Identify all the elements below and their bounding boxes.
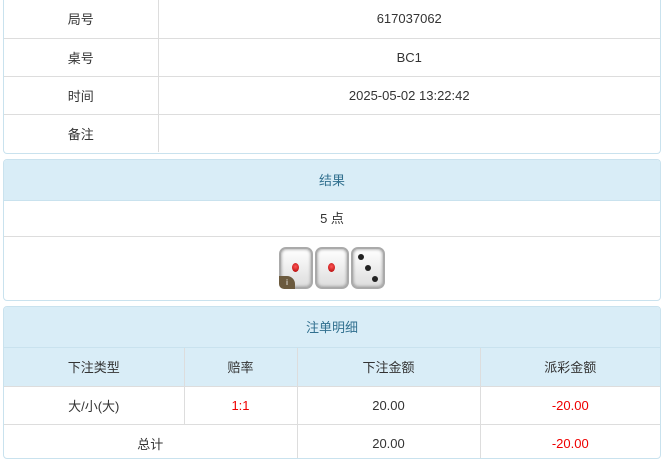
label: 时间 [4, 75, 159, 115]
round-info-panel: 局号 617037062 桌号 BC1 时间 2025-05-02 13:22:42 … [3, 0, 661, 154]
label: 备注 [4, 113, 159, 152]
col-bet-amount: 下注金额 [296, 348, 481, 387]
row-remark: 备注 [4, 113, 660, 152]
column-headers: 下注类型 赔率 下注金额 派彩金额 [4, 348, 660, 387]
row-table-number: 桌号 BC1 [4, 37, 660, 77]
payout: -20.00 [479, 385, 660, 425]
bet-details-panel: 注单明细 下注类型 赔率 下注金额 派彩金额 大/小(大) 1:1 20.00 … [3, 306, 661, 459]
odds: 1:1 [183, 385, 298, 425]
bet-type: 大/小(大) [4, 385, 185, 425]
col-bet-type: 下注类型 [4, 348, 185, 387]
value: BC1 [157, 37, 660, 77]
bet-details-title: 注单明细 [4, 307, 660, 348]
info-icon[interactable]: i [279, 276, 295, 289]
die-1: i [279, 247, 313, 289]
value: 617037062 [157, 0, 660, 39]
pip [292, 263, 299, 272]
label: 桌号 [4, 37, 159, 77]
value: 2025-05-02 13:22:42 [157, 75, 660, 115]
die-3 [351, 247, 385, 289]
result-panel: 结果 5 点 i [3, 159, 661, 301]
total-row: 总计 20.00 -20.00 [4, 423, 660, 458]
col-payout: 派彩金额 [479, 348, 660, 387]
result-title: 结果 [4, 160, 660, 201]
result-points: 5 点 [4, 201, 660, 237]
total-payout: -20.00 [479, 423, 660, 458]
label: 局号 [4, 0, 159, 39]
col-odds: 赔率 [183, 348, 298, 387]
bet-amount: 20.00 [296, 385, 481, 425]
row-round-number: 局号 617037062 [4, 0, 660, 39]
pip [372, 276, 378, 282]
pip [365, 265, 371, 271]
row-time: 时间 2025-05-02 13:22:42 [4, 75, 660, 115]
value [157, 113, 660, 152]
pip [358, 254, 364, 260]
dice-row: i [4, 237, 660, 299]
total-amount: 20.00 [296, 423, 481, 458]
total-label: 总计 [4, 423, 298, 458]
table-row: 大/小(大) 1:1 20.00 -20.00 [4, 385, 660, 425]
die-2 [315, 247, 349, 289]
pip [328, 263, 335, 272]
